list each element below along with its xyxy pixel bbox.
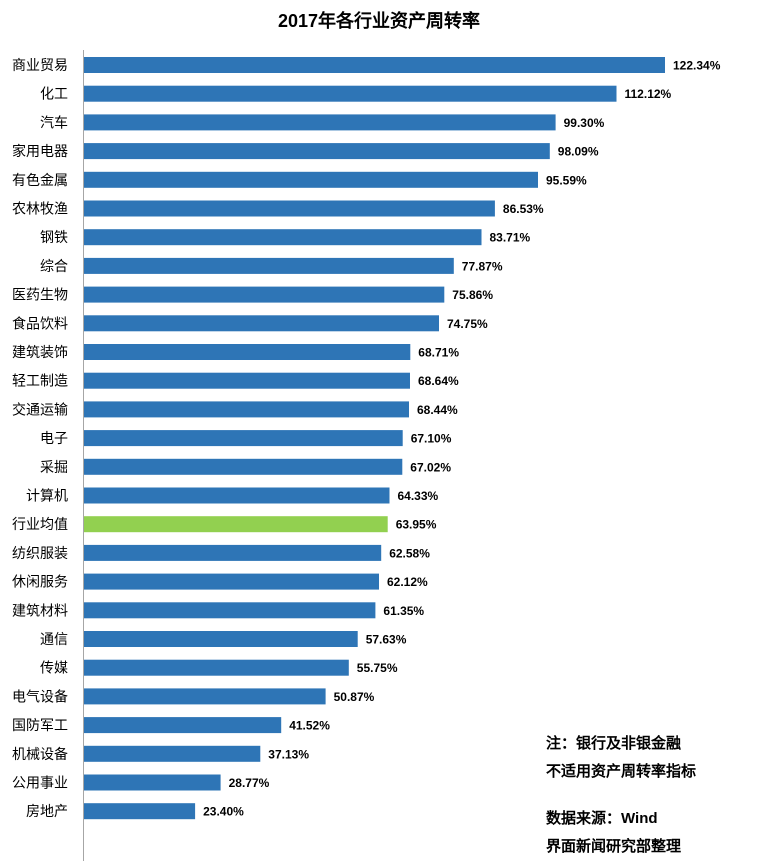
value-label-11: 68.64% xyxy=(418,374,459,388)
bar-17 xyxy=(84,544,382,561)
value-label-20: 57.63% xyxy=(366,633,407,647)
value-label-25: 28.77% xyxy=(229,776,270,790)
category-labels-group: 商业贸易化工汽车家用电器有色金属农林牧渔钢铁综合医药生物食品饮料建筑装饰轻工制造… xyxy=(12,57,68,819)
value-label-13: 67.10% xyxy=(411,432,452,446)
bar-21 xyxy=(84,659,349,676)
category-label-26: 房地产 xyxy=(26,803,68,819)
bar-4 xyxy=(84,171,538,188)
category-label-13: 电子 xyxy=(40,430,68,446)
note-line-1: 注：银行及非银金融 xyxy=(546,735,682,752)
value-label-19: 61.35% xyxy=(383,604,424,618)
bar-12 xyxy=(84,401,409,418)
category-label-9: 食品饮料 xyxy=(12,315,68,331)
value-label-24: 37.13% xyxy=(268,747,309,761)
bar-25 xyxy=(84,774,221,791)
category-label-15: 计算机 xyxy=(26,488,68,504)
value-label-16: 63.95% xyxy=(396,518,437,532)
bar-6 xyxy=(84,229,482,246)
value-label-18: 62.12% xyxy=(387,575,428,589)
bar-14 xyxy=(84,458,403,475)
category-label-25: 公用事业 xyxy=(12,775,68,791)
bar-10 xyxy=(84,344,411,360)
value-label-23: 41.52% xyxy=(289,719,330,733)
category-label-23: 国防军工 xyxy=(12,717,68,733)
category-label-17: 纺织服装 xyxy=(12,545,68,561)
category-label-10: 建筑装饰 xyxy=(12,344,68,360)
value-label-17: 62.58% xyxy=(389,546,430,560)
bar-20 xyxy=(84,631,358,647)
category-label-20: 通信 xyxy=(40,631,68,647)
value-label-8: 75.86% xyxy=(452,288,493,302)
value-label-1: 112.12% xyxy=(625,87,672,101)
category-label-3: 家用电器 xyxy=(12,143,68,159)
note-line-2: 不适用资产周转率指标 xyxy=(546,763,697,780)
value-labels-group: 122.34%112.12% 99.30% 98.09% 95.59% 86.53% 83… xyxy=(203,59,721,819)
value-label-15: 64.33% xyxy=(398,489,439,503)
value-label-6: 83.71% xyxy=(490,231,531,245)
category-label-1: 化工 xyxy=(40,86,68,102)
bar-13 xyxy=(84,430,403,447)
value-label-0: 122.34% xyxy=(673,59,721,73)
value-label-26: 23.40% xyxy=(203,805,244,819)
value-label-3: 98.09% xyxy=(558,145,599,159)
bar-22 xyxy=(84,688,326,705)
category-label-18: 休闲服务 xyxy=(12,574,68,590)
value-label-5: 86.53% xyxy=(503,202,544,216)
bar-2 xyxy=(84,114,556,131)
value-label-9: 74.75% xyxy=(447,317,488,331)
category-label-19: 建筑材料 xyxy=(12,602,68,618)
category-label-21: 传媒 xyxy=(40,660,68,676)
value-label-21: 55.75% xyxy=(357,661,398,675)
bar-8 xyxy=(84,286,445,303)
bar-24 xyxy=(84,745,261,762)
bar-26 xyxy=(84,803,196,820)
category-label-11: 轻工制造 xyxy=(12,373,68,389)
bar-15 xyxy=(84,487,390,504)
value-label-4: 95.59% xyxy=(546,173,587,187)
bars-group xyxy=(84,57,665,820)
value-label-12: 68.44% xyxy=(417,403,458,417)
bar-3 xyxy=(84,143,550,160)
chart-title: 2017年各行业资产周转率 xyxy=(278,10,480,31)
category-label-5: 农林牧渔 xyxy=(12,201,68,217)
category-label-22: 电气设备 xyxy=(12,688,68,704)
organization-text: 界面新闻研究部整理 xyxy=(546,838,682,855)
category-label-0: 商业贸易 xyxy=(12,57,68,73)
value-label-10: 68.71% xyxy=(418,346,459,360)
category-label-2: 汽车 xyxy=(40,114,68,130)
bar-7 xyxy=(84,257,454,274)
bar-5 xyxy=(84,200,495,217)
source-text: 数据来源：Wind xyxy=(546,810,658,827)
category-label-8: 医药生物 xyxy=(12,287,68,303)
bar-0 xyxy=(84,57,665,73)
bar-9 xyxy=(84,315,439,332)
bar-11 xyxy=(84,372,410,389)
value-label-2: 99.30% xyxy=(564,116,605,130)
category-label-7: 综合 xyxy=(40,258,68,274)
category-label-12: 交通运输 xyxy=(12,401,68,417)
bar-1 xyxy=(84,85,617,102)
value-label-22: 50.87% xyxy=(334,690,375,704)
category-label-6: 钢铁 xyxy=(40,229,68,245)
bar-18 xyxy=(84,573,379,590)
category-label-4: 有色金属 xyxy=(12,172,68,188)
category-label-16: 行业均值 xyxy=(12,516,68,532)
value-label-14: 67.02% xyxy=(410,460,451,474)
bar-average xyxy=(84,516,388,533)
category-label-24: 机械设备 xyxy=(12,746,68,762)
bar-23 xyxy=(84,717,282,734)
category-label-14: 采掘 xyxy=(40,459,68,475)
bar-19 xyxy=(84,602,376,619)
value-label-7: 77.87% xyxy=(462,259,503,273)
